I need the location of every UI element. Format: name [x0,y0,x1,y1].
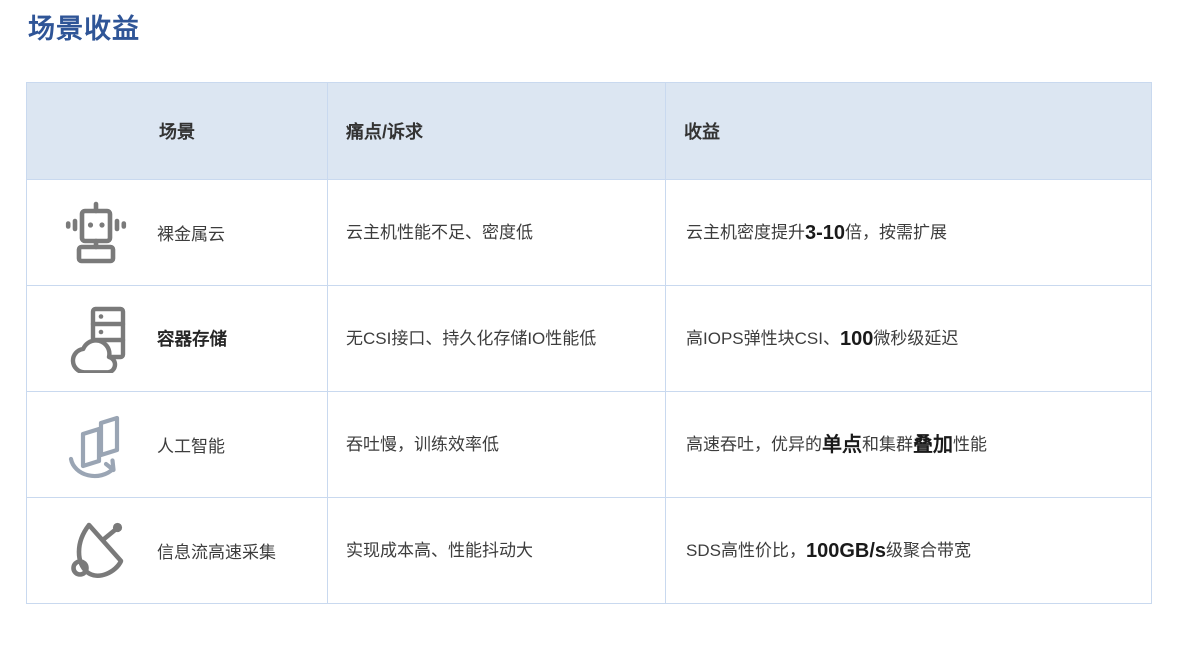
benefit-text-before: SDS高性价比， [686,540,806,560]
benefit-cell: 云主机密度提升 3-10 倍，按需扩展 [665,179,1152,286]
table-body: 裸金属云 云主机性能不足、密度低 云主机密度提升 3-10 倍，按需扩展 [26,179,1152,604]
scene-cell: 人工智能 [26,391,328,498]
scene-label: 人工智能 [157,437,225,456]
benefit-highlight: 100GB/s [805,539,887,562]
column-header-benefit-label: 收益 [684,122,720,142]
robot-icon [53,195,139,271]
column-header-pain-label: 痛点/诉求 [346,122,424,142]
benefit-text-before: 高IOPS弹性块CSI、 [686,328,840,348]
pain-text: 实现成本高、性能抖动大 [346,540,533,560]
benefit-cell: SDS高性价比， 100GB/s 级聚合带宽 [665,497,1152,604]
pain-cell: 实现成本高、性能抖动大 [327,497,666,604]
scene-benefit-table: 场景 痛点/诉求 收益 [26,82,1152,604]
table-row: 信息流高速采集 实现成本高、性能抖动大 SDS高性价比， 100GB/s 级聚合带宽 [26,497,1152,604]
table-header-row: 场景 痛点/诉求 收益 [26,82,1152,180]
table-row: 裸金属云 云主机性能不足、密度低 云主机密度提升 3-10 倍，按需扩展 [26,179,1152,286]
column-header-pain: 痛点/诉求 [327,82,666,180]
table-row: 人工智能 吞吐慢，训练效率低 高速吞吐，优异的 单点 和集群 叠加 性能 [26,391,1152,498]
pain-text: 吞吐慢，训练效率低 [346,434,499,454]
pain-text: 云主机性能不足、密度低 [346,222,533,242]
benefit-cell: 高IOPS弹性块CSI、 100 微秒级延迟 [665,285,1152,392]
scene-label: 信息流高速采集 [157,543,276,562]
benefit-text-after: 级聚合带宽 [886,540,972,560]
benefit-text-after: 和集群 [862,434,913,454]
table-header: 场景 痛点/诉求 收益 [26,82,1152,180]
benefit-highlight: 100 [839,327,874,350]
satellite-dish-icon [53,513,139,589]
scene-cell: 裸金属云 [26,179,328,286]
scene-label: 裸金属云 [157,225,225,244]
benefit-text-before: 高速吞吐，优异的 [686,434,822,454]
benefit-text-after-2: 性能 [953,434,987,454]
scene-label: 容器存储 [157,329,227,349]
scene-cell: 信息流高速采集 [26,497,328,604]
benefit-highlight: 单点 [822,433,862,456]
benefit-text-after: 微秒级延迟 [873,328,959,348]
cloud-server-icon [53,301,139,377]
scene-cell: 容器存储 [26,285,328,392]
benefit-highlight: 3-10 [805,221,846,244]
benefit-text-after: 倍，按需扩展 [845,222,948,242]
column-header-benefit: 收益 [665,82,1152,180]
page-title: 场景收益 [28,14,140,44]
benefit-cell: 高速吞吐，优异的 单点 和集群 叠加 性能 [665,391,1152,498]
benefit-text-before: 云主机密度提升 [686,222,805,242]
pain-cell: 云主机性能不足、密度低 [327,179,666,286]
column-header-scene-label: 场景 [159,122,195,142]
pain-cell: 吞吐慢，训练效率低 [327,391,666,498]
ai-panels-sync-icon [53,407,139,483]
benefit-highlight-2: 叠加 [913,433,953,456]
table-row: 容器存储 无CSI接口、持久化存储IO性能低 高IOPS弹性块CSI、 100 微秒… [26,285,1152,392]
column-header-scene: 场景 [26,82,328,180]
pain-cell: 无CSI接口、持久化存储IO性能低 [327,285,666,392]
pain-text: 无CSI接口、持久化存储IO性能低 [346,328,597,348]
